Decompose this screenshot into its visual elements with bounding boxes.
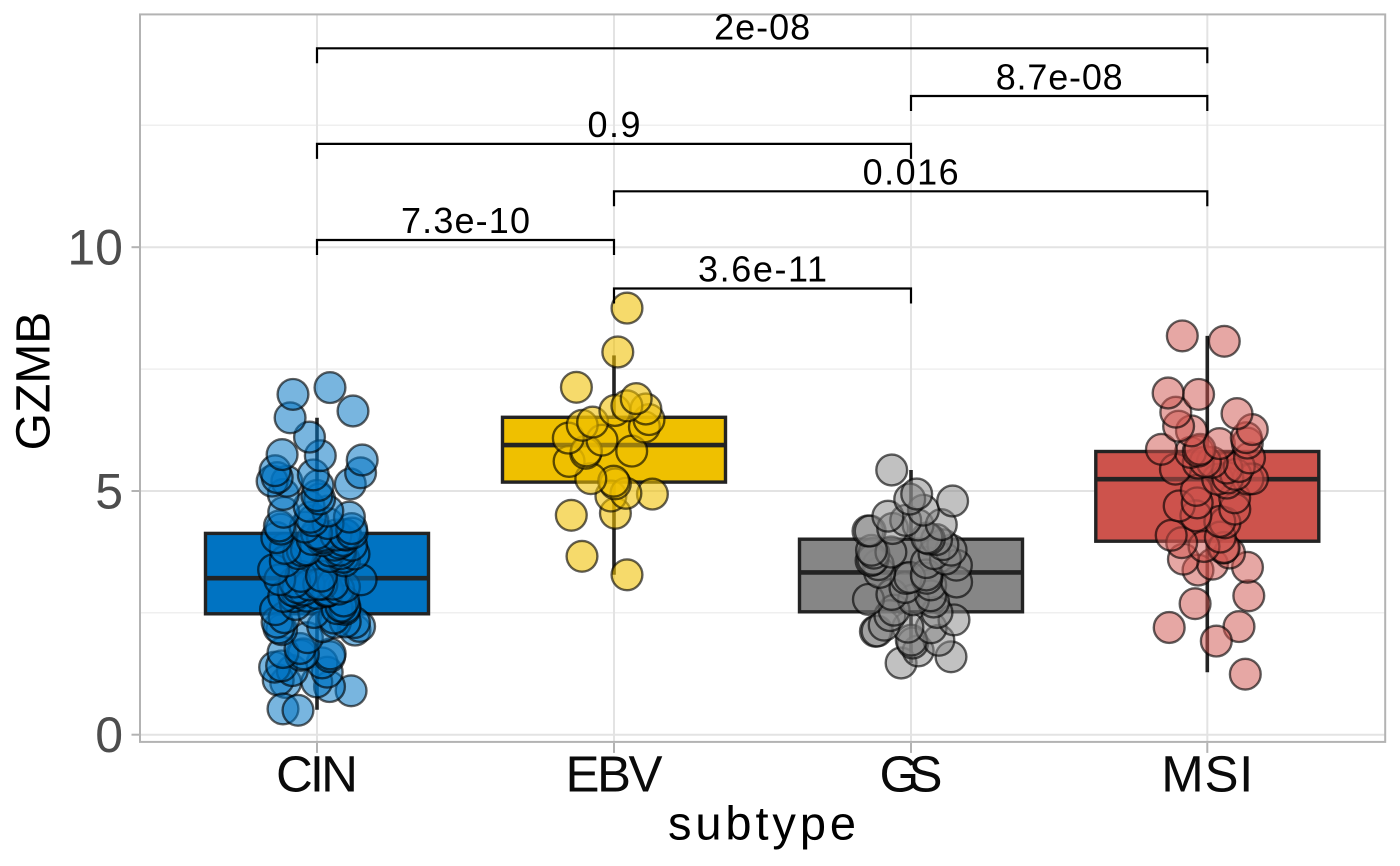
svg-text:3.6e-11: 3.6e-11 [698,248,827,289]
svg-text:0.016: 0.016 [863,152,959,193]
svg-text:subtype: subtype [668,796,856,849]
svg-text:8.7e-08: 8.7e-08 [996,56,1123,97]
svg-text:0: 0 [95,707,123,763]
svg-text:MSI: MSI [1161,746,1253,803]
svg-text:0.9: 0.9 [588,104,641,145]
svg-text:5: 5 [95,464,123,520]
svg-text:GZMB: GZMB [8,312,61,451]
svg-text:7.3e-10: 7.3e-10 [401,200,530,241]
svg-text:10: 10 [67,220,123,276]
svg-text:CIN: CIN [276,746,358,803]
svg-text:2e-08: 2e-08 [714,7,810,48]
svg-text:EBV: EBV [566,746,663,803]
svg-text:GS: GS [880,746,943,803]
